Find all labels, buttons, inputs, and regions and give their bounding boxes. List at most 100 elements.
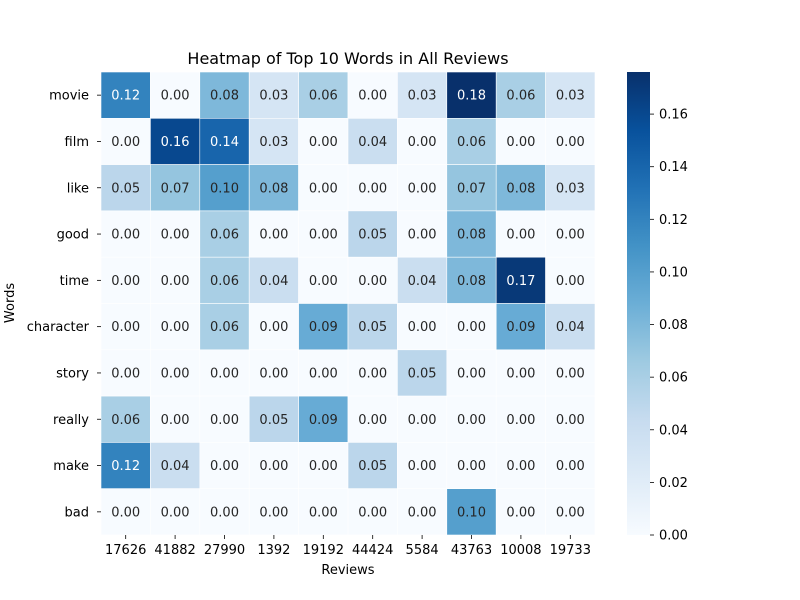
cell-value-label: 0.04 bbox=[161, 459, 190, 474]
cell-value-label: 0.00 bbox=[259, 459, 288, 474]
heatmap-cell bbox=[100, 303, 151, 351]
heatmap-cell bbox=[545, 256, 596, 304]
heatmap-cell bbox=[347, 395, 398, 443]
y-tick-label: time bbox=[60, 274, 89, 289]
cell-value-label: 0.00 bbox=[111, 228, 140, 243]
heatmap-cell bbox=[100, 349, 151, 397]
cell-value-label: 0.00 bbox=[210, 413, 239, 428]
cell-value-label: 0.14 bbox=[210, 135, 239, 150]
heatmap-cell bbox=[495, 210, 546, 258]
cell-value-label: 0.00 bbox=[506, 228, 535, 243]
colorbar-ticks: 0.00 0.02 0.04 0.06 0.08 0.10 0.12 0.14 0.16 bbox=[650, 108, 688, 544]
heatmap-cell bbox=[446, 71, 497, 119]
heatmap-cell bbox=[298, 256, 349, 304]
cell-value-label: 0.00 bbox=[111, 366, 140, 381]
heatmap-cell bbox=[446, 395, 497, 443]
cell-value-label: 0.12 bbox=[111, 89, 140, 104]
cell-value-label: 0.00 bbox=[111, 320, 140, 335]
colorbar-tick-label: 0.08 bbox=[659, 318, 688, 333]
cell-value-label: 0.06 bbox=[111, 413, 140, 428]
cell-value-label: 0.00 bbox=[259, 320, 288, 335]
x-tick-label: 10008 bbox=[500, 543, 541, 558]
cell-value-label: 0.05 bbox=[358, 459, 387, 474]
heatmap-cell bbox=[397, 488, 448, 536]
cell-value-label: 0.00 bbox=[408, 228, 437, 243]
cell-value-label: 0.00 bbox=[161, 89, 190, 104]
cell-value-label: 0.00 bbox=[358, 366, 387, 381]
heatmap-cell bbox=[397, 395, 448, 443]
heatmap-cell bbox=[199, 303, 250, 351]
heatmap-cell bbox=[397, 256, 448, 304]
cell-value-label: 0.00 bbox=[259, 366, 288, 381]
colorbar-tick-label: 0.00 bbox=[659, 529, 688, 544]
heatmap-cell bbox=[495, 303, 546, 351]
colorbar-tick-label: 0.16 bbox=[659, 108, 688, 123]
x-tick-label: 44424 bbox=[352, 543, 393, 558]
heatmap-cell bbox=[248, 395, 299, 443]
heatmap-cell bbox=[298, 488, 349, 536]
y-tick-label: really bbox=[53, 413, 89, 428]
cell-value-label: 0.12 bbox=[111, 459, 140, 474]
cell-value-label: 0.00 bbox=[111, 274, 140, 289]
cell-value-label: 0.00 bbox=[556, 274, 585, 289]
x-tick-label: 19733 bbox=[550, 543, 591, 558]
cell-value-label: 0.08 bbox=[506, 181, 535, 196]
colorbar bbox=[627, 72, 650, 535]
cell-value-label: 0.06 bbox=[457, 135, 486, 150]
cell-value-label: 0.09 bbox=[309, 320, 338, 335]
heatmap-cell bbox=[150, 488, 201, 536]
cell-value-label: 0.00 bbox=[506, 505, 535, 520]
x-tick-label: 1392 bbox=[257, 543, 290, 558]
heatmap-cell bbox=[495, 395, 546, 443]
y-tick-label: like bbox=[67, 181, 89, 196]
y-axis-label: Words bbox=[3, 283, 18, 323]
heatmap-cell bbox=[347, 303, 398, 351]
cell-value-label: 0.00 bbox=[556, 135, 585, 150]
heatmap-cell bbox=[446, 164, 497, 212]
heatmap-cell bbox=[298, 71, 349, 119]
heatmap-cell bbox=[446, 349, 497, 397]
heatmap-cell bbox=[495, 118, 546, 165]
cell-value-label: 0.00 bbox=[408, 320, 437, 335]
cell-value-label: 0.03 bbox=[259, 135, 288, 150]
heatmap-cell bbox=[248, 71, 299, 119]
heatmap-cell bbox=[150, 118, 201, 165]
heatmap-cell bbox=[248, 303, 299, 351]
heatmap-cell bbox=[446, 118, 497, 165]
colorbar-tick-label: 0.02 bbox=[659, 476, 688, 491]
cell-value-label: 0.00 bbox=[408, 459, 437, 474]
cell-value-label: 0.00 bbox=[161, 366, 190, 381]
heatmap-cell bbox=[150, 71, 201, 119]
x-tick-label: 43763 bbox=[451, 543, 492, 558]
cell-value-label: 0.06 bbox=[210, 228, 239, 243]
x-tick-label: 5584 bbox=[406, 543, 439, 558]
cell-value-label: 0.04 bbox=[358, 135, 387, 150]
heatmap-cell bbox=[495, 349, 546, 397]
cell-value-label: 0.17 bbox=[506, 274, 535, 289]
cell-value-label: 0.00 bbox=[309, 366, 338, 381]
heatmap-cell bbox=[100, 71, 151, 119]
cell-value-label: 0.06 bbox=[309, 89, 338, 104]
heatmap-cell bbox=[150, 395, 201, 443]
cell-value-label: 0.18 bbox=[457, 89, 486, 104]
x-axis-ticks: 17626 41882 27990 1392 19192 44424 5584 43763 10… bbox=[105, 535, 591, 558]
cell-value-label: 0.03 bbox=[556, 181, 585, 196]
heatmap-cell-labels: 0.12 0.00 0.08 0.03 0.06 0.00 0.03 0.18 0.06 0.03… bbox=[111, 89, 585, 521]
heatmap-cell bbox=[545, 349, 596, 397]
x-tick-label: 19192 bbox=[303, 543, 344, 558]
heatmap-cell bbox=[248, 118, 299, 165]
heatmap-cell bbox=[298, 303, 349, 351]
cell-value-label: 0.00 bbox=[309, 181, 338, 196]
cell-value-label: 0.08 bbox=[457, 274, 486, 289]
cell-value-label: 0.00 bbox=[111, 135, 140, 150]
y-tick-label: story bbox=[56, 366, 89, 381]
cell-value-label: 0.00 bbox=[408, 505, 437, 520]
cell-value-label: 0.00 bbox=[506, 459, 535, 474]
cell-value-label: 0.00 bbox=[161, 228, 190, 243]
colorbar-tick-label: 0.06 bbox=[659, 371, 688, 386]
heatmap-cell bbox=[495, 442, 546, 489]
cell-value-label: 0.00 bbox=[358, 505, 387, 520]
heatmap-cell bbox=[347, 488, 398, 536]
cell-value-label: 0.00 bbox=[457, 320, 486, 335]
cell-value-label: 0.00 bbox=[556, 459, 585, 474]
